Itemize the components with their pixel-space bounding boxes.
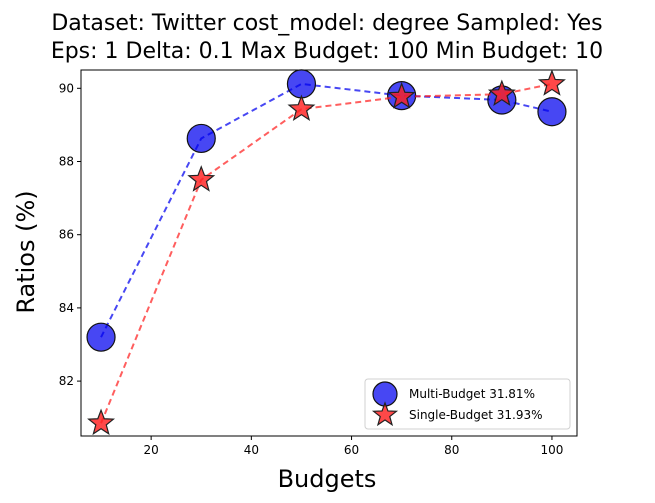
single-budget-point: [287, 94, 316, 122]
legend-label: Multi-Budget 31.81%: [409, 387, 535, 401]
multi-budget-series-line: [100, 82, 553, 338]
x-tick-label: 20: [144, 443, 159, 457]
y-tick-label: 88: [59, 155, 74, 169]
legend: Multi-Budget 31.81% Single-Budget 31.93%: [364, 378, 571, 430]
plot-area: [80, 69, 578, 437]
legend-label: Single-Budget 31.93%: [409, 408, 543, 422]
y-tick-label: 90: [59, 81, 74, 95]
x-tick-label: 80: [444, 443, 459, 457]
x-axis-label: Budgets: [278, 465, 377, 493]
multi-budget-point: [86, 322, 116, 352]
multi-budget-point: [537, 97, 567, 127]
single-budget-point: [87, 408, 116, 436]
legend-frame: [364, 378, 571, 430]
x-tick-label: 60: [344, 443, 359, 457]
axes: 20 40 60 80 100 82 84 86 88 90: [59, 81, 564, 457]
y-tick-label: 82: [59, 374, 74, 388]
single-budget-point: [487, 79, 516, 107]
legend-single-budget-marker: [371, 401, 399, 427]
x-tick-label: 100: [540, 443, 563, 457]
single-budget-point: [537, 69, 566, 96]
x-tick-label: 40: [244, 443, 259, 457]
plot-frame: [80, 69, 578, 437]
multi-budget-point: [186, 123, 216, 154]
chart-subtitle: Eps: 1 Delta: 0.1 Max Budget: 100 Min Bu…: [51, 39, 603, 64]
single-budget-point: [187, 165, 216, 192]
single-budget-point: [387, 82, 416, 109]
y-axis-label: Ratios (%): [12, 190, 40, 313]
multi-budget-point: [286, 69, 317, 99]
series-layer: [86, 69, 567, 436]
y-tick-label: 84: [59, 301, 74, 315]
y-tick-label: 86: [59, 228, 74, 242]
chart-title: Dataset: Twitter cost_model: degree Samp…: [51, 11, 602, 36]
